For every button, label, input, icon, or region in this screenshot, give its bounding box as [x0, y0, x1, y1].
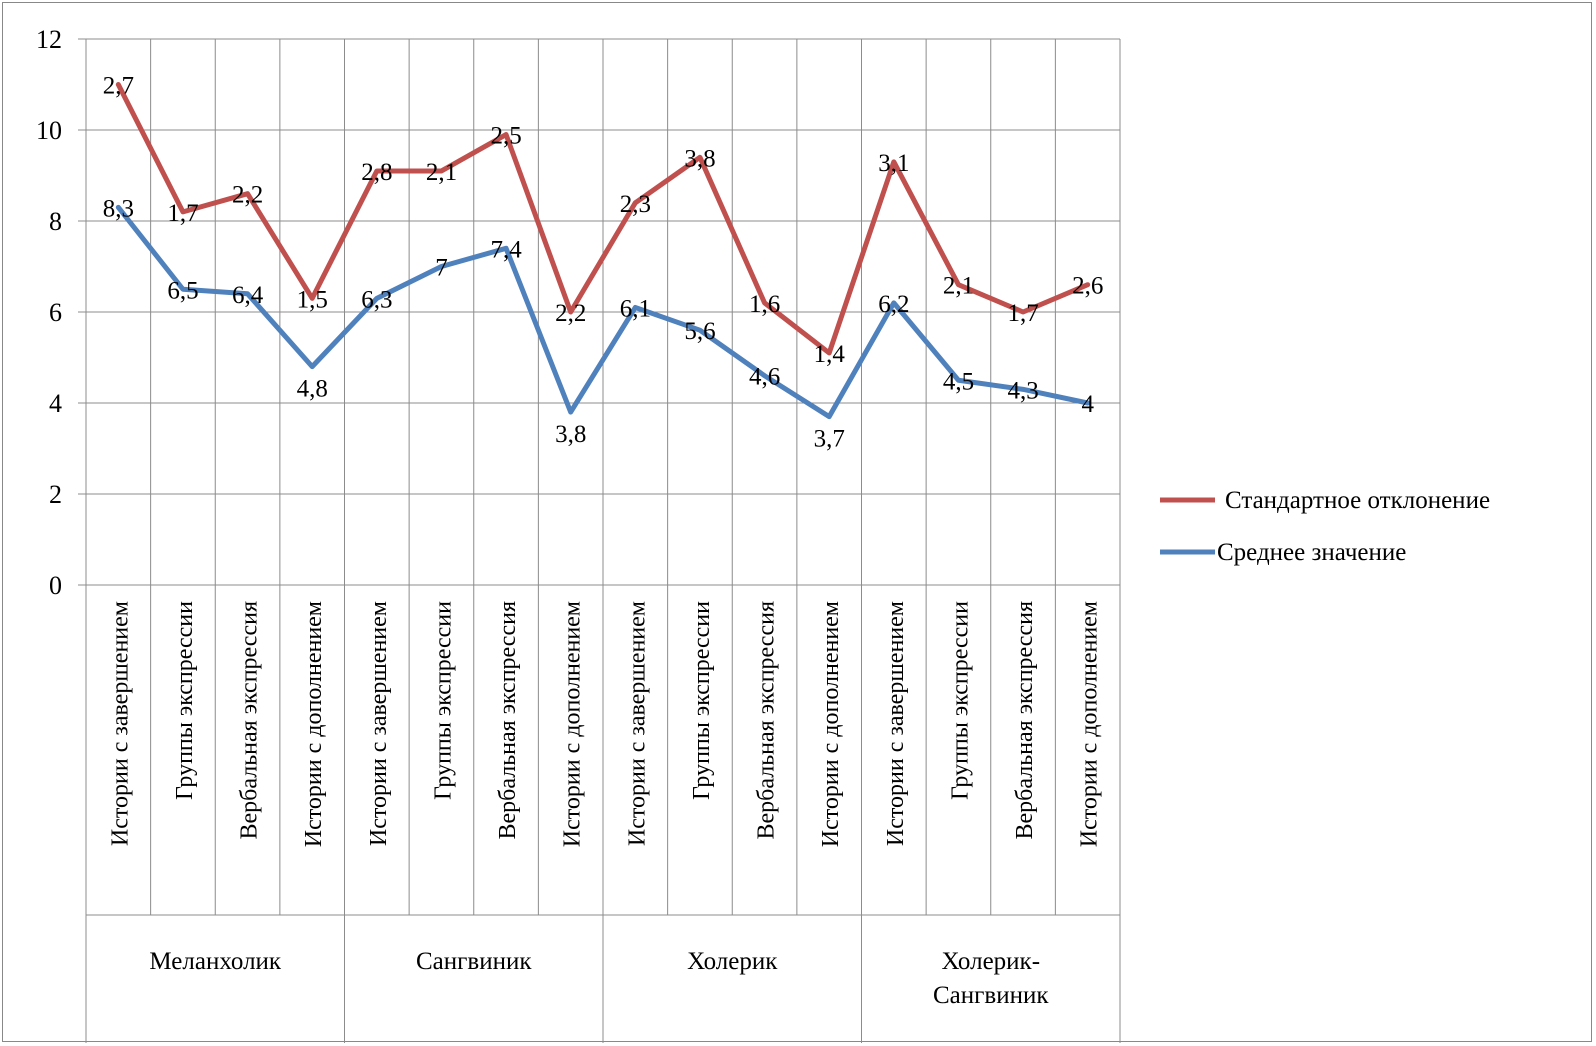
- data-label-std-dev: 2,1: [426, 159, 457, 186]
- group-label: Сангвиник: [416, 948, 532, 975]
- data-label-std-dev: 2,7: [103, 73, 134, 100]
- data-label-mean: 4: [1081, 391, 1094, 418]
- data-label-std-dev: 2,3: [620, 191, 651, 218]
- data-label-std-dev: 3,8: [684, 145, 715, 172]
- y-tick-label: 12: [36, 25, 62, 54]
- data-label-mean: 6,4: [232, 282, 264, 309]
- category-label: Вербальная экспрессия: [495, 601, 521, 840]
- category-label: Группы экспрессии: [172, 601, 198, 800]
- series-line-std-dev: [115, 82, 1091, 356]
- legend-label-std-dev: Стандартное отклонение: [1225, 487, 1490, 514]
- data-label-mean: 6,3: [361, 286, 392, 313]
- data-label-std-dev: 2,6: [1072, 273, 1103, 300]
- category-label: Группы экспрессии: [430, 601, 456, 800]
- category-label: Истории с дополнением: [301, 601, 327, 847]
- data-label-mean: 6,2: [878, 291, 909, 318]
- data-label-std-dev: 2,2: [232, 182, 263, 209]
- y-tick-label: 8: [49, 207, 62, 236]
- category-label: Истории с завершением: [107, 601, 133, 846]
- data-label-std-dev: 2,2: [555, 300, 586, 327]
- y-tick-label: 10: [36, 116, 62, 145]
- category-label: Группы экспрессии: [689, 601, 715, 800]
- series-line-mean: [115, 204, 1091, 420]
- y-tick-label: 4: [49, 389, 62, 418]
- y-tick-label: 6: [49, 298, 62, 327]
- legend-label-mean: Среднее значение: [1217, 539, 1406, 566]
- data-label-std-dev: 2,1: [943, 273, 974, 300]
- data-label-mean: 6,5: [167, 277, 198, 304]
- data-label-mean: 4,5: [943, 368, 974, 395]
- group-label-line2: Сангвиник: [933, 982, 1049, 1009]
- category-label: Истории с дополнением: [1077, 601, 1103, 847]
- data-label-std-dev: 1,4: [814, 341, 846, 368]
- data-label-std-dev: 2,5: [490, 123, 521, 150]
- data-label-mean: 4,6: [749, 364, 780, 391]
- group-label: Холерик: [687, 948, 778, 975]
- data-label-std-dev: 1,5: [297, 286, 328, 313]
- data-label-mean: 3,8: [555, 421, 586, 448]
- data-label-std-dev: 1,6: [749, 291, 780, 318]
- data-label-mean: 4,8: [297, 376, 328, 403]
- category-label: Истории с дополнением: [560, 601, 586, 847]
- category-label: Истории с завершением: [366, 601, 392, 846]
- category-label: Истории с дополнением: [818, 601, 844, 847]
- data-label-std-dev: 2,8: [361, 159, 392, 186]
- category-label: Вербальная экспрессия: [237, 601, 263, 840]
- category-label: Вербальная экспрессия: [754, 601, 780, 840]
- category-label: Истории с завершением: [883, 601, 909, 846]
- line-chart: 0 2 4 6 8 10 12 Истории с завершением Группы экс…: [36, 25, 1490, 1043]
- data-label-mean: 5,6: [684, 318, 715, 345]
- data-label-mean: 7,4: [490, 236, 522, 263]
- data-label-mean: 3,7: [814, 426, 845, 453]
- data-label-mean: 7: [435, 255, 448, 282]
- group-label: Меланхолик: [149, 948, 282, 975]
- y-tick-label: 2: [49, 480, 62, 509]
- data-label-mean: 4,3: [1007, 377, 1038, 404]
- data-label-mean: 6,1: [620, 295, 651, 322]
- data-label-std-dev: 1,7: [167, 200, 198, 227]
- category-label: Вербальная экспрессия: [1012, 601, 1038, 840]
- data-label-std-dev: 3,1: [878, 150, 909, 177]
- category-label: Истории с завершением: [624, 601, 650, 846]
- y-tick-label: 0: [49, 571, 62, 600]
- group-label-line1: Холерик-: [941, 948, 1040, 975]
- category-label: Группы экспрессии: [947, 601, 973, 800]
- data-label-std-dev: 1,7: [1007, 300, 1038, 327]
- data-label-mean: 8,3: [103, 195, 134, 222]
